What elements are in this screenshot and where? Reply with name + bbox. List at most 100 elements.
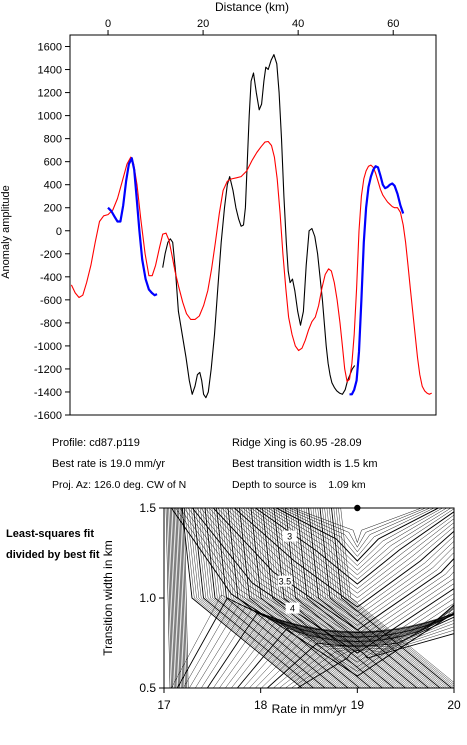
contour-labels: 33.54	[277, 530, 300, 614]
profile-x-tick-label: 40	[292, 18, 304, 30]
contour-line	[293, 508, 422, 544]
profile-y-tick-label: 800	[44, 134, 62, 146]
contour-x-tick-label: 18	[254, 698, 268, 712]
contour-line	[273, 508, 395, 688]
profile-y-tick-label: 1600	[38, 42, 62, 54]
contour-line	[191, 508, 312, 688]
contour-line	[204, 508, 326, 688]
profile-y-tick-label: 400	[44, 180, 62, 192]
profile-chart: Distance (km) Anomaly amplitude 0 20 40 60 …	[0, 0, 437, 422]
contour-line	[181, 508, 186, 688]
contour-y-tick-label: 1.5	[139, 501, 156, 515]
profile-y-tick-label: -400	[40, 272, 62, 284]
contour-line	[200, 508, 321, 688]
contour-line	[297, 633, 454, 688]
contour-line	[285, 626, 454, 688]
contour-line	[263, 508, 452, 576]
contour-line	[191, 508, 454, 654]
contour-line	[197, 508, 319, 688]
contour-line	[179, 508, 185, 688]
contour-line	[181, 508, 303, 688]
best-fit-marker	[354, 504, 361, 512]
contour-line	[241, 508, 362, 688]
contour-line	[207, 508, 328, 688]
contour-line	[178, 508, 183, 688]
contour-line	[214, 508, 335, 688]
contour-line	[216, 508, 337, 688]
contour-line	[195, 508, 316, 688]
profile-series	[70, 54, 432, 399]
contour-line	[246, 508, 367, 688]
contour-line	[257, 508, 379, 688]
contour-line	[186, 508, 307, 688]
profile-x-tick-label: 0	[105, 18, 111, 30]
contour-label: 3	[287, 532, 292, 542]
contour-line	[255, 611, 454, 688]
contour-line	[225, 508, 454, 617]
contour-line	[182, 508, 188, 688]
profile-y-tick-label: 0	[56, 226, 62, 238]
contour-line	[267, 508, 447, 571]
contour-line	[188, 508, 310, 688]
profile-y-ticks: -1600 -1400 -1200 -1000 -800 -600 -400 -200 0 200…	[34, 42, 70, 422]
profile-red-line	[70, 140, 432, 395]
contour-line	[335, 508, 454, 687]
contour-line	[200, 508, 454, 645]
contour-line	[227, 508, 349, 688]
profile-x-tick-label: 20	[197, 18, 209, 30]
contour-line	[303, 508, 425, 688]
contour-x-ticks: 17 18 19 20	[157, 688, 461, 712]
contour-line	[273, 620, 454, 688]
profile-black-line	[162, 54, 356, 399]
contour-line	[319, 508, 441, 688]
contour-line	[288, 508, 426, 548]
contour-line	[175, 508, 181, 688]
contour-line	[340, 508, 454, 683]
contour-line	[176, 508, 182, 688]
contour-line	[276, 508, 439, 562]
contour-x-tick-label: 19	[351, 698, 365, 712]
contour-x-axis-label: Rate in mm/yr	[272, 702, 347, 716]
contour-x-tick-label: 20	[447, 698, 461, 712]
contour-line	[174, 508, 179, 688]
contour-line	[267, 616, 454, 688]
contour-line	[310, 508, 431, 688]
contour-line	[331, 508, 452, 688]
profile-y-tick-label: 1400	[38, 65, 62, 77]
profile-y-tick-label: -600	[40, 295, 62, 307]
contour-label-bg	[277, 575, 292, 587]
contour-line	[183, 508, 454, 663]
misfit-contour-chart: 17 18 19 20 0.51.01.5 33.54 Rate in mm/yr T…	[101, 501, 461, 716]
contour-line	[294, 508, 415, 688]
contour-line	[211, 508, 333, 688]
contour-lines	[165, 508, 454, 688]
contour-line	[223, 508, 344, 688]
contour-label-bg	[282, 530, 297, 542]
profile-x-ticks: 0 20 40 60	[105, 18, 399, 35]
profile-y-tick-label: -800	[40, 318, 62, 330]
contour-line	[324, 508, 445, 688]
contour-line	[172, 508, 178, 688]
contour-y-ticks: 0.5 1.0 1.5	[139, 501, 164, 695]
contour-line	[301, 508, 422, 688]
contour-line	[278, 508, 399, 688]
contour-line	[284, 508, 431, 553]
profile-y-tick-label: -1600	[34, 410, 62, 422]
profile-name: Profile: cd87.p119	[52, 437, 140, 449]
projection-azimuth: Proj. Az: 126.0 deg. CW of N	[52, 479, 187, 491]
contour-line	[326, 508, 448, 688]
contour-line	[165, 508, 171, 688]
contour-line	[184, 508, 305, 688]
profile-y-tick-label: -200	[40, 249, 62, 261]
best-transition-width: Best transition width is 1.5 km	[232, 458, 378, 470]
best-rate: Best rate is 19.0 mm/yr	[52, 458, 166, 470]
contour-line	[276, 508, 397, 688]
contour-line	[206, 612, 454, 688]
contour-line	[225, 603, 454, 688]
contour-x-tick-label: 17	[157, 698, 171, 712]
contour-line	[183, 508, 189, 688]
contour-line	[218, 508, 339, 688]
contour-line	[179, 508, 454, 668]
profile-y-tick-label: -1400	[34, 387, 62, 399]
